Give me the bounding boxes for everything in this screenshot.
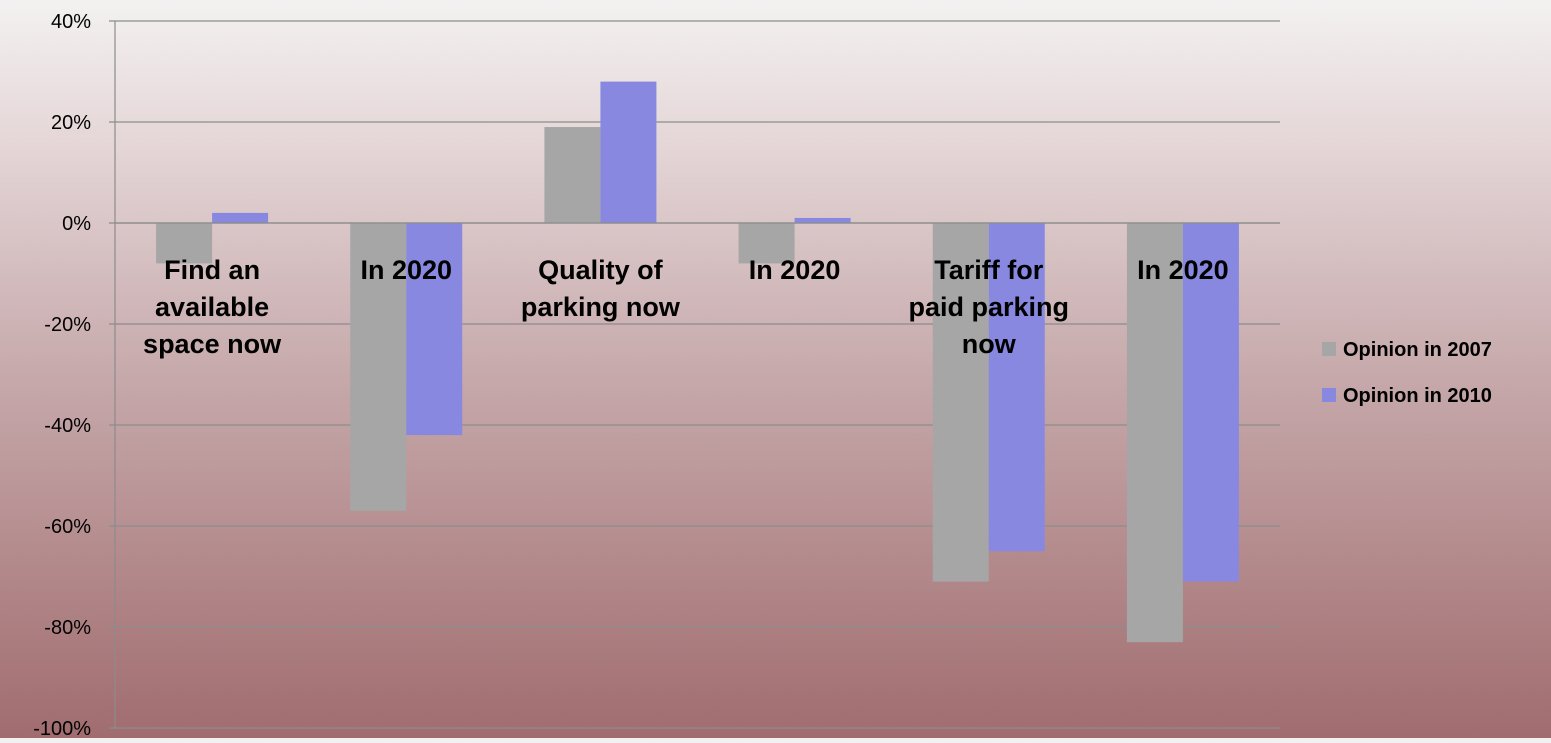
bar-opinion-2010-5: [1182, 223, 1239, 582]
category-label: paid parking: [908, 292, 1069, 322]
category-label: In 2020: [360, 255, 452, 285]
category-labels: Find an available space now In 2020 Quality …: [143, 255, 1229, 359]
y-axis-tick-labels: 40% 20% 0% -20% -40% -60% -80% -100%: [33, 11, 91, 740]
category-label: Find an: [164, 255, 260, 285]
bar-opinion-2010-2: [600, 81, 657, 223]
legend: Opinion in 2007 Opinion in 2010: [1322, 339, 1492, 407]
bar-opinion-2007-3: [738, 223, 795, 264]
y-tick-label: -80%: [44, 617, 91, 639]
category-label: Tariff for: [934, 255, 1043, 285]
bars: [115, 81, 1280, 643]
y-tick-label: -60%: [44, 516, 91, 538]
category-label: available: [155, 292, 269, 322]
category-label: parking now: [521, 292, 681, 322]
bar-opinion-2007-0: [156, 223, 213, 264]
gridlines: [109, 20, 1280, 729]
bar-opinion-2010-1: [406, 223, 463, 436]
legend-label-2007: Opinion in 2007: [1343, 339, 1492, 361]
y-tick-label: -40%: [44, 415, 91, 437]
y-tick-label: 40%: [51, 11, 91, 33]
bar-opinion-2007-2: [544, 127, 601, 223]
bar-opinion-2010-3: [794, 217, 851, 223]
y-tick-label: 20%: [51, 112, 91, 134]
y-tick-label: -100%: [33, 718, 91, 738]
legend-swatch-2007: [1322, 342, 1336, 356]
y-tick-label: -20%: [44, 314, 91, 336]
y-tick-label: 0%: [62, 213, 91, 235]
bar-opinion-2007-4: [932, 223, 989, 582]
legend-swatch-2010: [1322, 388, 1336, 402]
bar-opinion-2010-0: [212, 212, 269, 223]
bar-opinion-2010-4: [988, 223, 1045, 552]
category-label: In 2020: [749, 255, 841, 285]
category-label: Quality of: [538, 255, 664, 285]
category-label: In 2020: [1137, 255, 1229, 285]
bar-opinion-2007-1: [350, 223, 407, 511]
bar-opinion-2007-5: [1126, 223, 1183, 643]
category-label: now: [962, 329, 1017, 359]
category-label: space now: [143, 329, 282, 359]
legend-label-2010: Opinion in 2010: [1343, 385, 1492, 407]
